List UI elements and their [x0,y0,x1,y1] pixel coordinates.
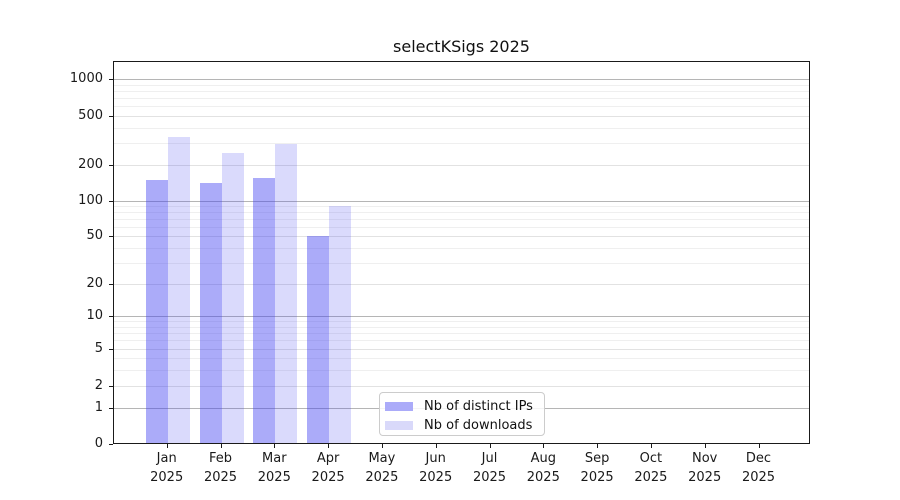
chart-title: selectKSigs 2025 [393,37,530,56]
y-tick-mark [109,79,113,80]
y-tick-label: 50 [86,228,103,244]
x-tick-mark [650,444,652,448]
legend-label: Nb of distinct IPs [424,399,533,414]
minor-gridline [114,212,809,214]
x-tick-mark [758,444,760,448]
bar-downloads-feb [221,152,244,443]
minor-gridline [114,326,809,328]
minor-gridline [114,369,809,371]
minor-gridline [114,227,809,228]
x-tick-mark [220,444,222,448]
major-gridline [114,164,809,166]
x-tick-mark [704,444,706,448]
y-tick-label: 2 [94,378,103,393]
y-tick-label: 200 [78,156,103,172]
y-tick-mark [109,283,113,285]
major-gridline [114,386,809,387]
major-gridline [114,201,809,202]
x-tick-label-oct: Oct 2025 [634,451,668,485]
y-tick-mark [109,164,113,166]
major-gridline [114,116,809,117]
x-tick-label-jul: Jul 2025 [472,451,507,485]
minor-gridline [114,206,809,208]
legend: Nb of distinct IPs Nb of downloads [379,392,545,436]
minor-gridline [114,321,809,323]
minor-gridline [114,98,809,100]
x-tick-label-may: May 2025 [365,451,399,485]
bar-distinct-ips-feb [199,183,222,443]
x-tick-mark [489,444,491,448]
legend-item: Nb of distinct IPs [385,397,544,416]
x-tick-label-sep: Sep 2025 [580,451,614,485]
x-tick-mark [435,444,437,448]
legend-swatch-distinct-ips [385,402,413,411]
y-tick-label: 1 [94,400,103,415]
x-tick-mark [597,444,599,448]
major-gridline [114,316,809,317]
bar-distinct-ips-jan [145,179,168,443]
bar-distinct-ips-apr [307,236,330,443]
x-tick-mark [543,444,545,448]
bar-downloads-jan [167,137,190,443]
x-tick-mark [328,444,330,448]
minor-gridline [114,358,809,359]
bar-distinct-ips-mar [253,178,276,443]
x-tick-mark [274,444,276,448]
minor-gridline [114,262,809,264]
y-tick-label: 100 [78,193,103,208]
y-tick-mark [109,408,113,409]
minor-gridline [114,247,809,249]
x-tick-label-apr: Apr 2025 [311,451,345,485]
x-tick-mark [381,444,383,448]
minor-gridline [114,340,809,342]
y-tick-label: 1000 [69,71,103,86]
major-gridline [114,236,809,238]
x-tick-label-dec: Dec 2025 [741,451,776,485]
x-tick-mark [166,444,168,448]
y-tick-mark [109,116,113,117]
y-tick-label: 0 [94,436,103,451]
legend-swatch-downloads [385,421,413,430]
y-tick-mark [109,201,113,202]
x-tick-label-aug: Aug 2025 [526,451,560,485]
minor-gridline [114,143,809,145]
minor-gridline [114,106,809,108]
x-tick-label-jun: Jun 2025 [419,451,453,485]
y-tick-mark [109,386,113,387]
y-tick-mark [109,236,113,238]
minor-gridline [114,84,809,86]
x-tick-label-mar: Mar 2025 [257,451,291,485]
x-tick-label-jan: Jan 2025 [150,451,184,485]
y-tick-mark [109,444,113,445]
plot-area [113,61,810,444]
x-tick-label-nov: Nov 2025 [688,451,722,485]
y-tick-label: 10 [86,308,103,323]
y-tick-label: 500 [78,108,103,123]
y-tick-mark [109,349,113,350]
major-gridline [114,79,809,80]
legend-item: Nb of downloads [385,416,544,435]
minor-gridline [114,219,809,221]
legend-label: Nb of downloads [424,418,533,433]
minor-gridline [114,332,809,334]
minor-gridline [114,127,809,129]
major-gridline [114,349,809,350]
x-tick-label-feb: Feb 2025 [203,451,238,485]
minor-gridline [114,90,809,92]
y-tick-label: 20 [86,275,103,291]
y-tick-label: 5 [94,341,103,356]
bar-downloads-apr [329,206,352,443]
y-tick-mark [109,316,113,317]
bar-downloads-mar [275,144,298,443]
major-gridline [114,283,809,285]
